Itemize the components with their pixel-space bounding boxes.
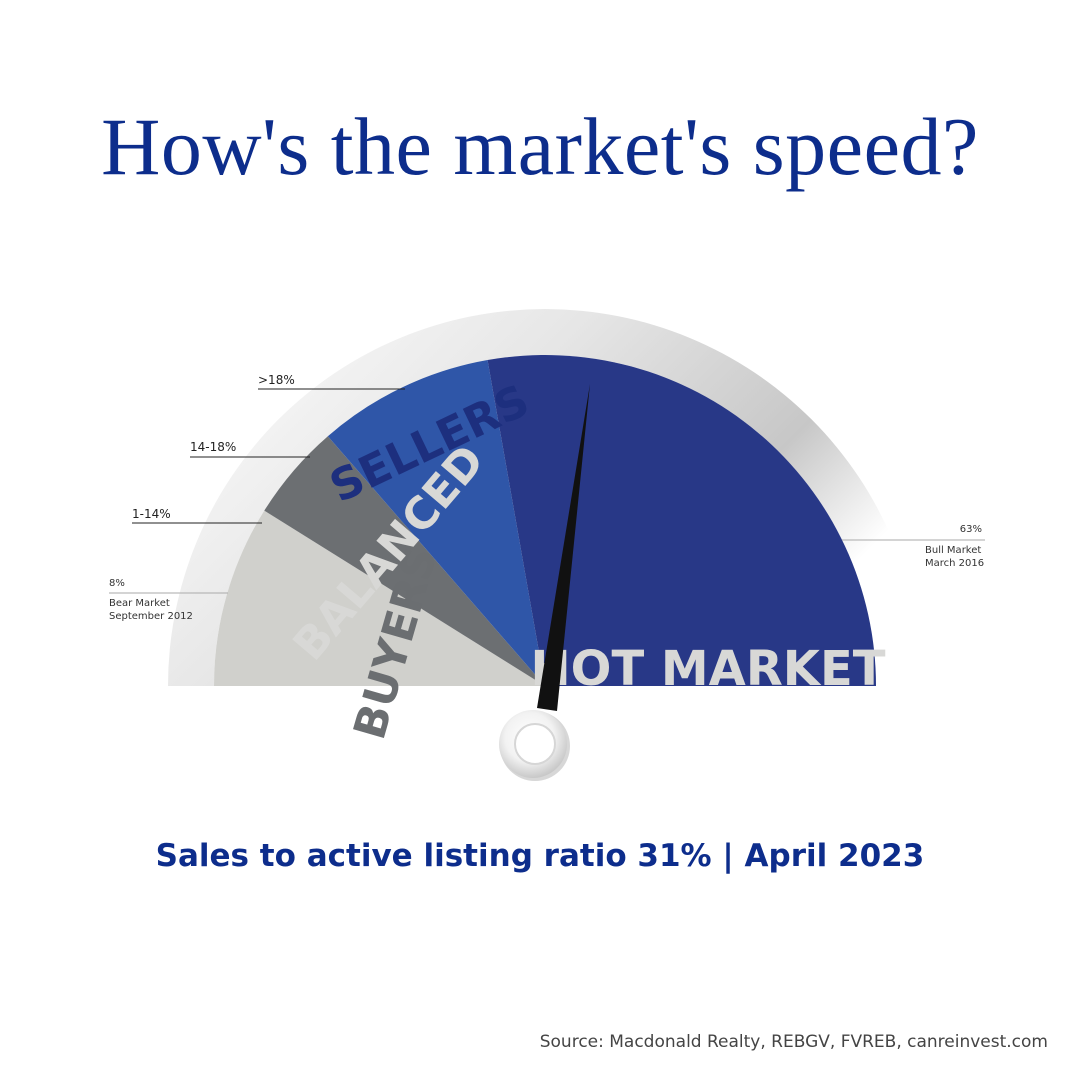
label-1-14: 1-14%: [132, 507, 171, 521]
needle-knob-center: [514, 723, 556, 765]
bull-date: March 2016: [925, 558, 984, 569]
annotation-lines: [132, 388, 405, 524]
label-over-18: >18%: [258, 373, 295, 387]
zone-hot-market: [487, 355, 876, 686]
bear-date: September 2012: [109, 611, 193, 622]
gauge-rim: [168, 309, 922, 686]
annotation-lines-light: [109, 539, 985, 594]
bull-label: Bull Market: [925, 545, 981, 556]
gauge-needle: [537, 384, 590, 711]
zone-balanced: [264, 436, 545, 686]
source-credit: Source: Macdonald Realty, REBGV, FVREB, …: [539, 1032, 1048, 1052]
page-title: How's the market's speed?: [101, 101, 979, 192]
zone-sellers: [327, 360, 545, 686]
bear-value: 8%: [109, 578, 125, 589]
zone-label-hot-market: HOT MARKET: [530, 641, 885, 697]
bear-label: Bear Market: [109, 598, 170, 609]
label-14-18: 14-18%: [190, 440, 236, 454]
ratio-caption: Sales to active listing ratio 31% | Apri…: [155, 838, 925, 874]
zone-buyers: [214, 510, 545, 686]
bull-value: 63%: [960, 524, 982, 535]
